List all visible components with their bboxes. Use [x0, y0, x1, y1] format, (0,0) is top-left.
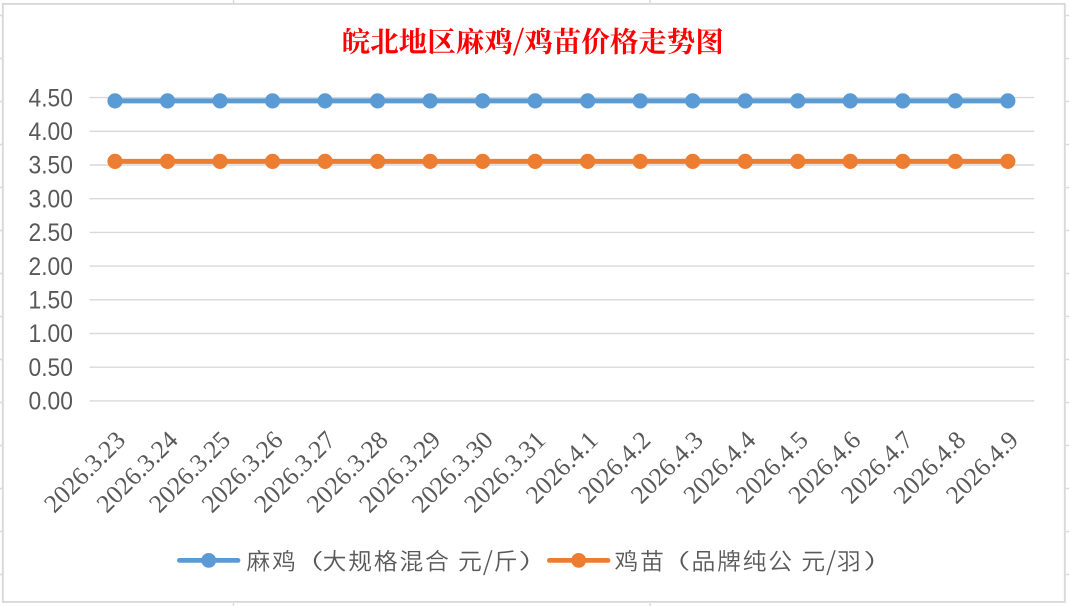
svg-text:0.50: 0.50: [29, 354, 73, 382]
svg-text:1.00: 1.00: [29, 320, 73, 348]
svg-text:3.00: 3.00: [29, 186, 73, 214]
svg-text:4.50: 4.50: [29, 84, 73, 112]
svg-text:3.50: 3.50: [29, 152, 73, 180]
svg-text:2.00: 2.00: [29, 253, 73, 281]
svg-text:0.00: 0.00: [29, 388, 73, 416]
svg-text:1.50: 1.50: [29, 287, 73, 315]
svg-text:4.00: 4.00: [29, 118, 73, 146]
svg-text:2.50: 2.50: [29, 219, 73, 247]
